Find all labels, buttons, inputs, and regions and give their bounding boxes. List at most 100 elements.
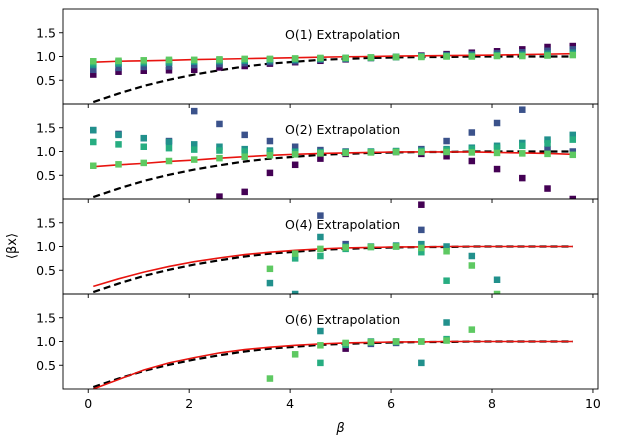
fit-curve xyxy=(93,52,573,63)
data-point xyxy=(493,165,501,173)
exact-curve xyxy=(92,150,573,199)
panel-title: O(1) Extrapolation xyxy=(285,27,400,42)
data-point xyxy=(266,375,274,382)
y-tick-label: 1.5 xyxy=(36,25,56,40)
data-point xyxy=(165,63,173,70)
data-point xyxy=(317,155,324,162)
data-point xyxy=(342,244,349,251)
data-point xyxy=(569,131,577,139)
data-point xyxy=(468,252,476,260)
data-point xyxy=(241,148,248,155)
data-point xyxy=(493,276,501,283)
data-point xyxy=(241,188,248,196)
data-point xyxy=(291,151,299,158)
data-point xyxy=(291,55,299,62)
data-point xyxy=(443,53,450,60)
data-point xyxy=(165,144,173,152)
data-point xyxy=(190,56,198,64)
data-point xyxy=(443,148,450,156)
data-point xyxy=(115,57,122,65)
data-point xyxy=(468,145,476,153)
data-point xyxy=(140,63,148,71)
y-tick-label: 1.5 xyxy=(36,215,56,230)
data-point xyxy=(291,290,299,294)
y-tick-label: 0.5 xyxy=(36,168,56,183)
data-point xyxy=(266,152,274,159)
data-point xyxy=(493,149,501,157)
data-point xyxy=(519,52,526,60)
data-point xyxy=(291,250,299,257)
data-point xyxy=(190,66,198,74)
data-point xyxy=(418,248,425,256)
data-point xyxy=(216,120,223,128)
data-point xyxy=(367,243,375,251)
data-point xyxy=(392,53,400,61)
data-point xyxy=(519,150,526,157)
data-point xyxy=(493,52,501,60)
data-point xyxy=(266,265,274,273)
data-point xyxy=(266,279,274,287)
data-point xyxy=(216,143,223,150)
data-point xyxy=(216,154,223,162)
data-point xyxy=(317,233,324,241)
x-tick-label: 8 xyxy=(488,396,496,411)
data-point xyxy=(468,157,476,165)
data-point xyxy=(418,244,425,252)
fit-curve xyxy=(93,340,573,389)
data-point xyxy=(140,134,148,142)
data-point xyxy=(90,71,97,78)
data-point xyxy=(418,226,425,234)
data-point xyxy=(342,149,349,157)
data-point xyxy=(291,255,299,262)
x-tick-label: 2 xyxy=(185,396,193,411)
data-point xyxy=(317,342,324,349)
data-point xyxy=(392,243,400,250)
data-point xyxy=(90,126,97,134)
y-tick-label: 1.0 xyxy=(36,334,56,349)
data-point xyxy=(266,148,274,156)
data-point xyxy=(544,150,551,158)
data-point xyxy=(443,319,450,326)
x-axis-label: β xyxy=(335,421,344,436)
data-point xyxy=(115,64,122,72)
data-point xyxy=(493,144,501,151)
x-tick-label: 6 xyxy=(387,396,395,411)
data-point xyxy=(317,327,324,335)
data-point xyxy=(317,245,324,253)
data-point xyxy=(544,43,551,51)
data-point xyxy=(317,212,324,219)
x-tick-label: 10 xyxy=(585,396,601,411)
data-point xyxy=(544,136,551,143)
data-point xyxy=(241,153,248,160)
exact-curve xyxy=(92,55,573,104)
data-point xyxy=(443,153,450,160)
data-point xyxy=(165,56,173,64)
data-point xyxy=(392,338,400,345)
y-axis-label: ⟨βx⟩ xyxy=(5,233,20,259)
data-point xyxy=(468,326,476,333)
panel-2: 0.5 1.0 1.5 O(2) Extrapolation xyxy=(36,103,599,203)
data-point xyxy=(190,146,198,153)
data-point xyxy=(418,240,425,248)
data-point xyxy=(115,68,122,75)
data-point xyxy=(443,243,450,250)
data-point xyxy=(115,141,122,148)
data-point xyxy=(291,351,299,358)
data-point xyxy=(367,338,375,346)
data-point xyxy=(90,66,97,74)
data-point xyxy=(544,140,551,147)
panel-title: O(2) Extrapolation xyxy=(285,122,400,137)
data-point xyxy=(266,137,274,145)
y-tick-label: 1.5 xyxy=(36,310,56,325)
exact-curve xyxy=(92,340,573,389)
y-tick-label: 1.0 xyxy=(36,49,56,64)
data-point xyxy=(115,131,122,139)
data-point xyxy=(418,338,425,345)
exact-curve xyxy=(92,245,573,294)
data-point xyxy=(367,54,375,61)
data-point xyxy=(241,131,248,139)
y-tick-label: 0.5 xyxy=(36,73,56,88)
panel-title: O(4) Extrapolation xyxy=(285,217,400,232)
data-point xyxy=(493,290,501,294)
